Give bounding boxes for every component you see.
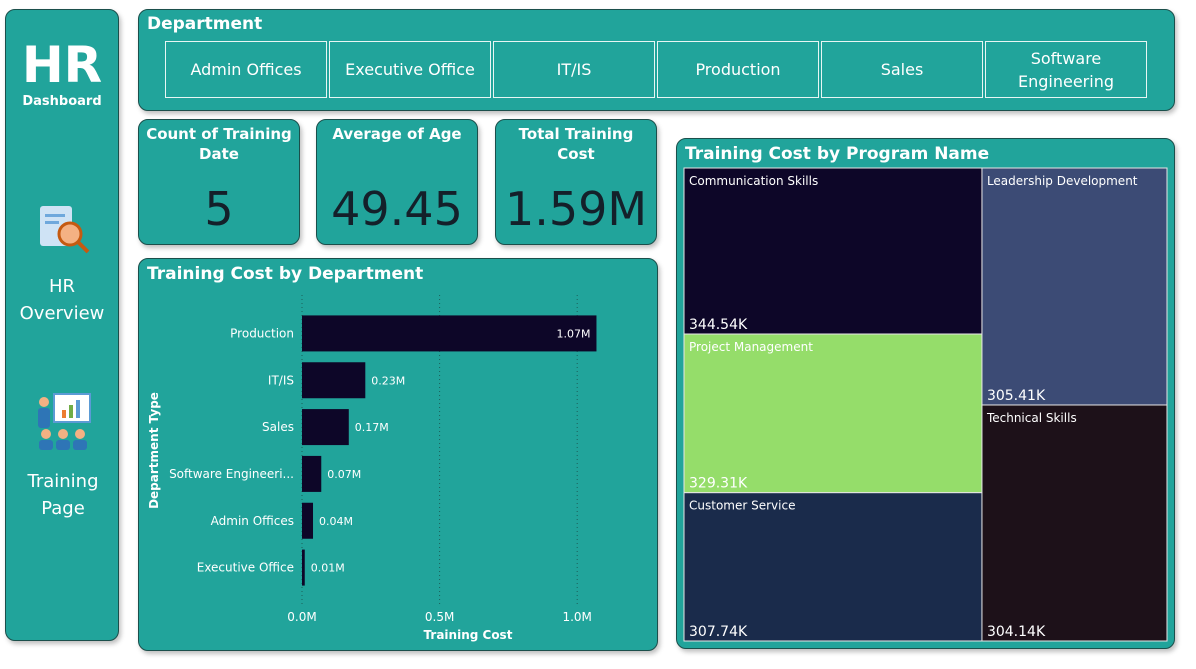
icon-bar (69, 405, 73, 418)
y-tick-label: Admin Offices (211, 514, 294, 528)
icon-body (56, 440, 70, 450)
icon-head (75, 429, 85, 439)
bar-chart: Training Cost by Department 0.0M 0.5M 1.0M T… (147, 264, 597, 642)
x-tick-label: 1.0M (562, 610, 591, 624)
slicer-option[interactable]: Sales (821, 41, 983, 98)
bar (302, 409, 349, 446)
slicer-option[interactable]: Production (657, 41, 819, 98)
logo-subtitle: Dashboard (22, 94, 102, 109)
icon-body (73, 440, 87, 450)
treemap-tile (981, 167, 1168, 406)
treemap-panel: Training Cost by Program Name Communicati… (676, 138, 1175, 649)
bar-panel: Training Cost by Department 0.0M 0.5M 1.0M T… (138, 258, 658, 651)
value-label: 0.07M (327, 468, 361, 481)
training-icon (38, 393, 91, 450)
icon-line (45, 221, 59, 224)
y-tick-label: Sales (262, 420, 294, 434)
value-label: 0.01M (311, 562, 345, 575)
bar (302, 362, 366, 399)
slicer-title: Department (147, 14, 263, 34)
kpi-value: 5 (204, 182, 234, 236)
tile-value: 304.14K (987, 624, 1046, 640)
nav-item[interactable]: HR Overview (19, 276, 105, 324)
tile-value: 344.54K (689, 317, 748, 333)
slicer-option[interactable]: Software Engineering (985, 41, 1147, 98)
icon-head (41, 429, 51, 439)
kpi-label: Average of Age (332, 125, 462, 143)
icon-head (39, 397, 49, 407)
icon-line (45, 214, 65, 217)
value-label: 0.04M (319, 515, 353, 528)
chart-title: Training Cost by Program Name (685, 144, 989, 164)
icon-bar (62, 410, 66, 418)
icon-head (58, 429, 68, 439)
kpi-card: Average of Age 49.45 (316, 119, 478, 245)
y-tick-label: Software Engineeri... (169, 467, 294, 481)
treemap-tile (683, 492, 983, 642)
icon-bar (76, 400, 80, 418)
nav-item[interactable]: Training Page (27, 471, 99, 519)
tile-label: Leadership Development (987, 174, 1138, 188)
kpi-card: Total Training Cost 1.59M (495, 119, 657, 245)
x-axis-title: Training Cost (424, 628, 513, 642)
tile-label: Communication Skills (689, 174, 818, 188)
hr-icon (40, 206, 90, 254)
treemap-tile (683, 333, 983, 494)
icon-body (38, 408, 50, 428)
treemap-tile (981, 404, 1168, 642)
tile-label: Customer Service (689, 499, 795, 513)
department-slicer: Department Admin Offices Executive Office… (138, 9, 1175, 111)
tile-label: Project Management (689, 340, 813, 354)
icon-handle (76, 240, 90, 254)
kpi-value: 49.45 (331, 182, 463, 236)
value-label: 0.17M (355, 421, 389, 434)
slicer-option[interactable]: Admin Offices (165, 41, 327, 98)
value-label: 1.07M (556, 327, 590, 340)
treemap-tile (683, 167, 983, 335)
kpi-value: 1.59M (504, 182, 648, 236)
slicer-option[interactable]: IT/IS (493, 41, 655, 98)
kpi-label: Count of Training Date (146, 125, 292, 163)
tile-label: Technical Skills (986, 411, 1077, 425)
tile-value: 307.74K (689, 624, 748, 640)
value-label: 0.23M (371, 374, 405, 387)
bar (302, 549, 305, 586)
logo-title: HR (21, 36, 103, 94)
bar (302, 455, 322, 492)
chart-title: Training Cost by Department (147, 264, 423, 284)
y-axis-title: Department Type (147, 392, 161, 509)
icon-lens (57, 221, 83, 247)
treemap-chart: Training Cost by Program Name Communicati… (683, 144, 1168, 642)
tile-value: 305.41K (987, 388, 1046, 404)
kpi-label: Total Training Cost (518, 125, 634, 163)
x-tick-label: 0.0M (287, 610, 316, 624)
bar (302, 502, 314, 539)
slicer-option[interactable]: Executive Office (329, 41, 491, 98)
y-tick-label: Executive Office (197, 561, 294, 575)
tile-value: 329.31K (689, 476, 748, 492)
y-tick-label: Production (230, 326, 294, 340)
sidebar: HR Dashboard HR Overview Training Page (5, 9, 119, 641)
y-tick-label: IT/IS (268, 373, 294, 387)
icon-body (39, 440, 53, 450)
bar (302, 315, 597, 352)
x-tick-label: 0.5M (425, 610, 454, 624)
kpi-card: Count of Training Date 5 (138, 119, 300, 245)
